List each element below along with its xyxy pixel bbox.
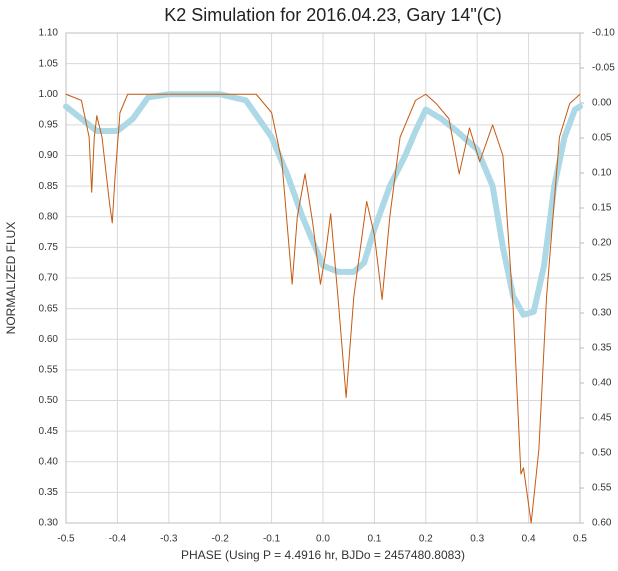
series-line bbox=[65, 93, 581, 524]
y-tick-label: 0.80 bbox=[39, 211, 59, 222]
x-axis-label: PHASE (Using P = 4.4916 hr, BJDo = 24574… bbox=[181, 548, 465, 562]
y2-tick-label: -0.05 bbox=[592, 63, 615, 74]
y-tick-label: 0.75 bbox=[39, 242, 59, 253]
y2-tick-label: 0.55 bbox=[592, 483, 612, 494]
x-tick-label: -0.4 bbox=[109, 534, 127, 545]
y2-tick-label: 0.30 bbox=[592, 308, 612, 319]
y2-tick-label: 0.10 bbox=[592, 168, 612, 179]
y2-tick-label: 0.00 bbox=[592, 98, 612, 109]
x-tick-label: 0.5 bbox=[573, 534, 587, 545]
y-tick-label: 0.30 bbox=[39, 518, 59, 529]
x-tick-label: -0.3 bbox=[160, 534, 178, 545]
y2-tick-label: 0.05 bbox=[592, 133, 612, 144]
y2-tick-label: 0.15 bbox=[592, 203, 612, 214]
x-tick-label: -0.5 bbox=[57, 534, 75, 545]
y2-tick-label: 0.50 bbox=[592, 448, 612, 459]
x-tick-label: 0.0 bbox=[316, 534, 330, 545]
y-tick-label: 0.70 bbox=[39, 273, 59, 284]
y-tick-label: 0.65 bbox=[39, 303, 59, 314]
y-tick-label: 0.90 bbox=[39, 150, 59, 161]
y-tick-label: 0.50 bbox=[39, 395, 59, 406]
y-tick-label: 1.05 bbox=[39, 58, 59, 69]
y2-tick-label: 0.60 bbox=[592, 518, 612, 529]
y2-tick-label: 0.35 bbox=[592, 343, 612, 354]
y-tick-label: 0.35 bbox=[39, 487, 59, 498]
y2-tick-label: 0.25 bbox=[592, 273, 612, 284]
x-tick-label: 0.2 bbox=[419, 534, 433, 545]
x-tick-label: -0.1 bbox=[263, 534, 281, 545]
y-tick-label: 0.95 bbox=[39, 120, 59, 131]
y2-tick-label: -0.10 bbox=[592, 28, 615, 39]
y-tick-label: 1.00 bbox=[39, 89, 59, 100]
series-line bbox=[63, 91, 583, 318]
plot-frame bbox=[65, 32, 581, 524]
x-tick-label: 0.3 bbox=[470, 534, 484, 545]
x-tick-label: 0.4 bbox=[522, 534, 536, 545]
y2-tick-label: 0.40 bbox=[592, 378, 612, 389]
x-tick-label: -0.2 bbox=[212, 534, 230, 545]
y-tick-label: 0.45 bbox=[39, 426, 59, 437]
y-tick-label: 0.40 bbox=[39, 456, 59, 467]
y-tick-label: 0.85 bbox=[39, 181, 59, 192]
chart-title: K2 Simulation for 2016.04.23, Gary 14"(C… bbox=[164, 5, 502, 25]
y2-tick-label: 0.45 bbox=[592, 413, 612, 424]
y-tick-label: 0.55 bbox=[39, 365, 59, 376]
y-axis-label: NORMALIZED FLUX bbox=[4, 222, 18, 335]
x-tick-label: 0.1 bbox=[367, 534, 381, 545]
y2-tick-label: 0.20 bbox=[592, 238, 612, 249]
y-tick-label: 0.60 bbox=[39, 334, 59, 345]
y-tick-label: 1.10 bbox=[39, 28, 59, 39]
